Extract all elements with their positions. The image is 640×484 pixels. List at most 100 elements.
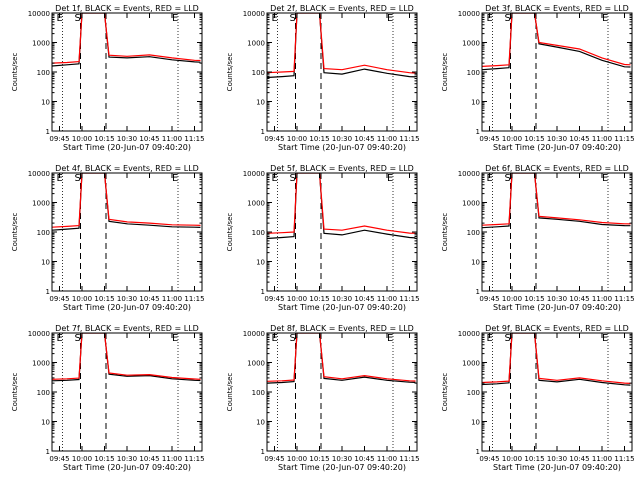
panel-7: E S E 1 10 100 1000 10000 09:45 10:00 10:15 10:30 10… [11,324,205,472]
marker-label: E [272,173,278,184]
marker-label: S [290,13,296,24]
y-tick-label: 100 [37,389,50,397]
y-tick-label: 10000 [28,10,50,18]
x-tick-label: 10:15 [94,295,114,303]
panel-3: E S E 1 10 100 1000 10000 09:45 10:00 10:15 10:30 10… [441,4,635,152]
series-line-lld [267,173,416,234]
marker-label: E [272,13,278,24]
series-line-lld [267,333,416,382]
x-tick-label: 10:30 [547,455,567,463]
series-line-lld [482,173,631,226]
x-tick-label: 11:15 [614,135,634,143]
y-tick-label: 1000 [462,40,480,48]
x-tick-label: 10:45 [354,295,374,303]
marker-label: E [57,173,63,184]
x-tick-label: 11:15 [614,455,634,463]
x-tick-label: 11:00 [592,295,612,303]
chart-title: Det 5f, BLACK = Events, RED = LLD [270,164,414,173]
y-tick-label: 1 [476,448,480,456]
y-axis-label: Counts/sec [11,373,19,412]
y-tick-label: 10000 [458,10,480,18]
marker-label: E [272,333,278,344]
y-tick-label: 100 [467,69,480,77]
marker-label: E [487,173,493,184]
x-tick-label: 10:45 [569,455,589,463]
x-tick-label: 10:45 [569,295,589,303]
marker-label: E [172,173,178,184]
marker-label: E [487,333,493,344]
x-tick-label: 10:30 [332,455,352,463]
y-tick-label: 1 [261,288,265,296]
y-tick-label: 10 [471,419,480,427]
x-tick-label: 10:15 [524,135,544,143]
x-tick-label: 10:45 [569,135,589,143]
y-tick-label: 10 [471,99,480,107]
x-tick-label: 11:15 [184,135,204,143]
y-tick-label: 1 [261,448,265,456]
x-tick-label: 09:45 [49,455,69,463]
x-tick-label: 10:00 [72,455,92,463]
x-tick-label: 10:45 [139,135,159,143]
x-tick-label: 09:45 [479,455,499,463]
x-tick-label: 09:45 [49,295,69,303]
x-tick-label: 10:30 [332,295,352,303]
x-tick-label: 10:30 [547,295,567,303]
y-tick-label: 1 [46,448,50,456]
x-tick-label: 10:15 [309,135,329,143]
chart-title: Det 4f, BLACK = Events, RED = LLD [55,164,199,173]
y-tick-label: 1000 [32,360,50,368]
y-tick-label: 1000 [247,360,265,368]
series-line-events [267,333,416,384]
x-axis-label: Start Time (20-Jun-07 09:40:20) [63,143,191,152]
series-line-events [52,333,201,382]
y-tick-label: 10000 [28,170,50,178]
x-tick-label: 10:30 [547,135,567,143]
y-axis-label: Counts/sec [441,373,449,412]
marker-label: E [387,333,393,344]
x-tick-label: 10:15 [309,455,329,463]
series-line-lld [267,13,416,74]
x-tick-label: 10:45 [139,455,159,463]
series-line-events [482,333,631,386]
x-axis-label: Start Time (20-Jun-07 09:40:20) [493,463,621,472]
x-tick-label: 10:00 [287,135,307,143]
plot-frame [51,172,203,292]
series-line-lld [482,333,631,384]
plot-frame [266,332,418,452]
chart-title: Det 9f, BLACK = Events, RED = LLD [485,324,629,333]
y-tick-label: 10 [471,259,480,267]
y-tick-label: 1000 [32,40,50,48]
series-line-events [52,13,201,67]
y-tick-label: 1000 [247,200,265,208]
y-axis-label: Counts/sec [226,373,234,412]
y-axis-label: Counts/sec [11,53,19,92]
x-axis-label: Start Time (20-Jun-07 09:40:20) [493,303,621,312]
y-tick-label: 10 [41,99,50,107]
x-axis-label: Start Time (20-Jun-07 09:40:20) [278,303,406,312]
y-tick-label: 100 [37,229,50,237]
x-tick-label: 09:45 [479,295,499,303]
x-axis-label: Start Time (20-Jun-07 09:40:20) [63,463,191,472]
x-tick-label: 11:15 [399,135,419,143]
marker-label: S [505,13,511,24]
marker-label: E [387,13,393,24]
y-tick-label: 10 [256,99,265,107]
x-tick-label: 10:15 [94,455,114,463]
y-tick-label: 1 [46,128,50,136]
y-axis-label: Counts/sec [11,213,19,252]
plot-frame [481,12,633,132]
marker-label: E [602,333,608,344]
y-axis-label: Counts/sec [226,53,234,92]
x-tick-label: 11:00 [592,455,612,463]
chart-title: Det 3f, BLACK = Events, RED = LLD [485,4,629,13]
plot-frame [51,332,203,452]
x-tick-label: 10:00 [287,295,307,303]
series-line-lld [482,13,631,67]
x-tick-label: 11:15 [184,455,204,463]
x-tick-label: 10:00 [72,295,92,303]
marker-label: E [387,173,393,184]
y-tick-label: 10000 [458,330,480,338]
y-tick-label: 1 [46,288,50,296]
y-tick-label: 1000 [462,200,480,208]
y-tick-label: 1000 [32,200,50,208]
